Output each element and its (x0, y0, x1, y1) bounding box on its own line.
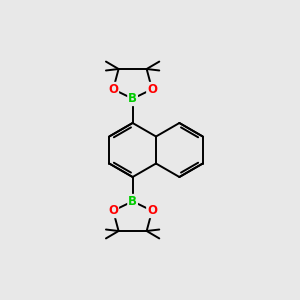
Text: O: O (108, 83, 118, 96)
Text: O: O (147, 83, 157, 96)
Text: B: B (128, 195, 137, 208)
Text: O: O (147, 204, 157, 217)
Text: B: B (128, 92, 137, 105)
Text: O: O (108, 204, 118, 217)
